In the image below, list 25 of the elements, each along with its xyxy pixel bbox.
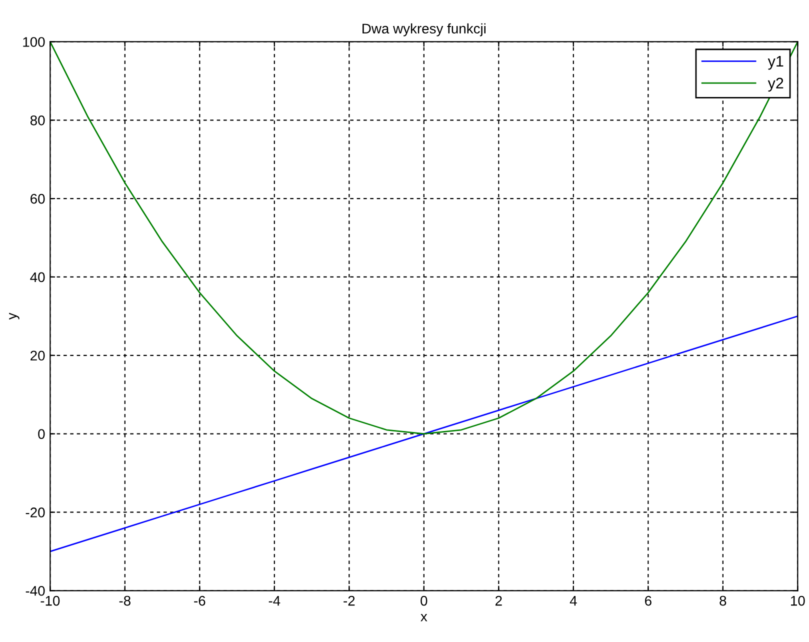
y-tick-label: -20 xyxy=(26,508,45,518)
y-tick-label: 40 xyxy=(30,272,45,282)
y-tick-label: 0 xyxy=(38,429,45,439)
x-tick-label: 6 xyxy=(645,596,652,606)
x-tick-label: 0 xyxy=(420,596,428,606)
x-axis-title: x xyxy=(420,614,428,622)
x-tick-label: 10 xyxy=(791,596,805,606)
y-tick-label: 100 xyxy=(23,37,45,47)
y-tick-label: 60 xyxy=(30,194,45,204)
chart-title: Dwa wykresy funkcji xyxy=(362,23,486,36)
x-tick-label: -2 xyxy=(344,596,355,606)
x-tick-label: 2 xyxy=(496,596,502,606)
legend-label: y1 xyxy=(768,56,784,70)
x-tick-label: -10 xyxy=(40,596,60,606)
line-series xyxy=(50,315,798,552)
legend-label: y2 xyxy=(768,78,784,92)
x-tick-label: -8 xyxy=(119,596,130,606)
x-tick-label: 4 xyxy=(570,596,577,606)
x-tick-label: -4 xyxy=(268,596,280,606)
x-tick-label: 8 xyxy=(720,596,726,606)
y-tick-label: 20 xyxy=(30,350,45,361)
y-axis-title: y xyxy=(9,312,20,320)
x-tick-label: -6 xyxy=(194,596,206,606)
y-tick-label: -40 xyxy=(26,586,45,596)
y-tick-label: 80 xyxy=(30,115,45,126)
